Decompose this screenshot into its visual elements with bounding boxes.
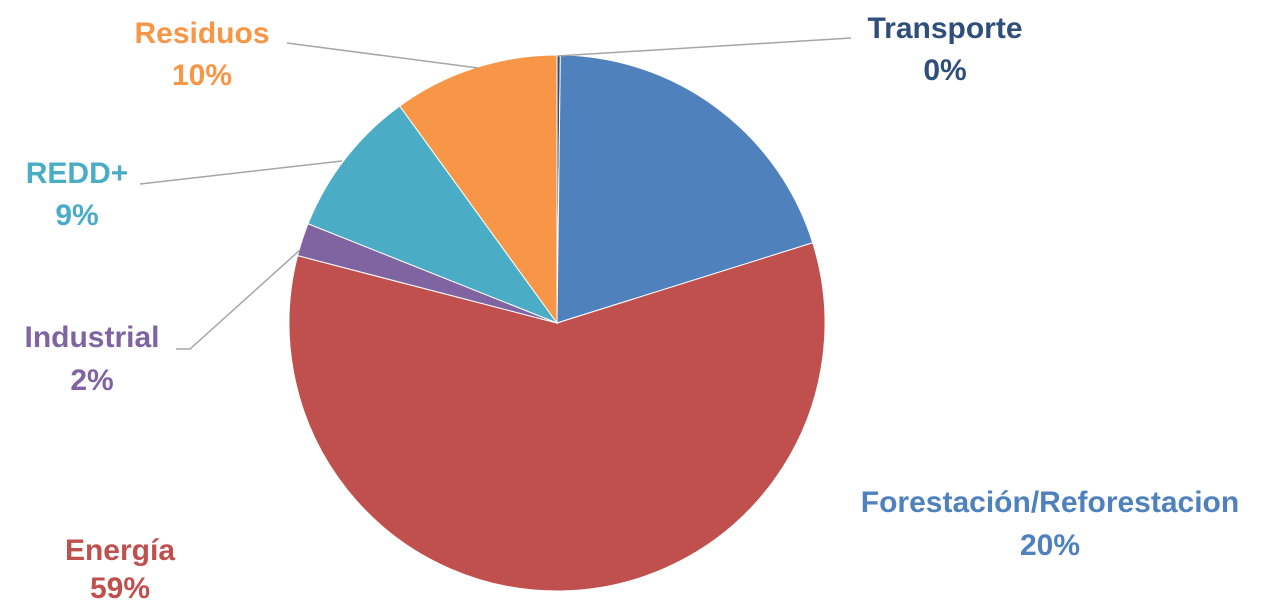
- slice-label-percent-redd: 9%: [55, 199, 98, 232]
- slice-label-percent-forestacion-reforestacion: 20%: [1020, 529, 1080, 562]
- slice-label-name-forestacion-reforestacion: Forestación/Reforestacion: [861, 486, 1239, 519]
- slice-label-percent-industrial: 2%: [70, 364, 113, 397]
- leader-line-residuos: [286, 42, 479, 69]
- leader-line-transporte: [556, 37, 852, 57]
- leader-line-redd: [139, 160, 343, 185]
- slice-label-name-transporte: Transporte: [867, 12, 1022, 45]
- pie-slice-forestacion-reforestacion: [556, 54, 814, 324]
- slice-label-name-redd: REDD+: [26, 157, 129, 190]
- slice-label-name-energia: Energía: [65, 534, 175, 567]
- slice-label-percent-residuos: 10%: [172, 59, 232, 92]
- labels-layer: Transporte 0% Forestación/Reforestacion 20%…: [24, 12, 1239, 601]
- leader-line-industrial: [176, 249, 301, 350]
- slice-label-name-industrial: Industrial: [24, 321, 159, 354]
- slice-label-percent-energia: 59%: [90, 572, 150, 601]
- leader-lines-layer: [139, 37, 852, 350]
- slice-label-name-residuos: Residuos: [134, 17, 269, 50]
- slices-layer: [288, 54, 826, 592]
- slice-label-percent-transporte: 0%: [923, 54, 966, 87]
- pie-slice-energia: [288, 242, 826, 592]
- pie-slice-redd: [307, 105, 559, 325]
